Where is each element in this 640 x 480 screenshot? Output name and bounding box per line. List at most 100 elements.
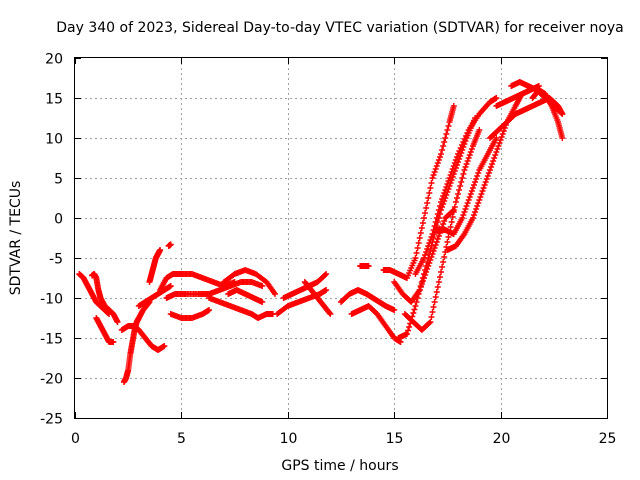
data-point bbox=[474, 203, 481, 209]
data-point bbox=[445, 234, 452, 240]
data-point bbox=[447, 224, 454, 230]
data-point bbox=[438, 199, 445, 205]
data-point bbox=[423, 205, 430, 211]
data-point bbox=[424, 259, 431, 265]
data-series bbox=[401, 127, 483, 333]
data-point bbox=[440, 193, 447, 199]
data-point bbox=[427, 319, 434, 325]
data-point bbox=[322, 272, 329, 278]
data-series bbox=[433, 135, 500, 237]
data-point bbox=[429, 175, 436, 181]
data-points bbox=[76, 79, 566, 385]
data-point bbox=[416, 287, 423, 293]
data-point bbox=[413, 299, 420, 305]
data-point bbox=[416, 235, 423, 241]
data-point bbox=[451, 204, 458, 210]
data-point bbox=[482, 179, 489, 185]
x-tick-label: 25 bbox=[599, 431, 617, 447]
data-point bbox=[427, 237, 434, 243]
data-point bbox=[460, 212, 467, 218]
y-tick-label: 10 bbox=[45, 132, 63, 148]
data-point bbox=[426, 320, 433, 326]
data-point bbox=[433, 163, 440, 169]
chart-title: Day 340 of 2023, Sidereal Day-to-day VTE… bbox=[56, 20, 624, 36]
data-point bbox=[444, 181, 451, 187]
data-point bbox=[461, 167, 468, 173]
data-point bbox=[419, 220, 426, 226]
data-point bbox=[491, 155, 498, 161]
data-series bbox=[357, 263, 372, 269]
data-point bbox=[110, 339, 117, 345]
axis-ticks bbox=[75, 58, 608, 419]
data-point bbox=[408, 317, 415, 323]
x-tick-label: 5 bbox=[177, 431, 186, 447]
data-series bbox=[165, 241, 174, 249]
data-point bbox=[474, 173, 481, 179]
data-point bbox=[428, 180, 435, 186]
y-tick-label: -20 bbox=[40, 372, 63, 388]
data-point bbox=[458, 179, 465, 185]
data-point bbox=[323, 287, 330, 293]
data-point bbox=[412, 255, 419, 261]
data-point bbox=[420, 255, 427, 261]
data-point bbox=[464, 200, 471, 206]
data-series bbox=[118, 323, 168, 353]
data-point bbox=[498, 134, 505, 140]
data-series bbox=[380, 103, 457, 281]
data-point bbox=[459, 215, 466, 221]
y-axis-title: SDTVAR / TECUs bbox=[8, 181, 24, 296]
data-point bbox=[471, 182, 477, 188]
data-point bbox=[460, 171, 467, 177]
data-point bbox=[492, 152, 499, 158]
data-point bbox=[423, 263, 430, 269]
y-tick-label: -10 bbox=[40, 292, 63, 308]
data-point bbox=[476, 197, 483, 203]
data-point bbox=[439, 147, 446, 153]
data-point bbox=[424, 200, 431, 206]
y-tick-label: 20 bbox=[45, 52, 63, 68]
data-point bbox=[449, 214, 456, 220]
data-point bbox=[479, 188, 486, 194]
data-series bbox=[93, 315, 117, 345]
data-point bbox=[429, 309, 436, 315]
data-point bbox=[442, 187, 449, 193]
data-point bbox=[462, 206, 469, 212]
data-point bbox=[447, 172, 454, 178]
data-series bbox=[206, 295, 276, 321]
data-point bbox=[425, 195, 432, 201]
data-point bbox=[430, 248, 437, 254]
data-point bbox=[453, 195, 460, 201]
data-point bbox=[485, 170, 492, 176]
data-point bbox=[429, 231, 436, 237]
data-point bbox=[483, 176, 490, 182]
data-point bbox=[462, 164, 469, 170]
data-point bbox=[414, 295, 421, 301]
data-point bbox=[403, 331, 410, 337]
data-point bbox=[435, 157, 442, 163]
data-point bbox=[440, 259, 447, 265]
data-point bbox=[431, 169, 438, 175]
data-point bbox=[468, 188, 475, 194]
data-point bbox=[438, 269, 445, 275]
data-point bbox=[450, 209, 457, 215]
data-point bbox=[425, 243, 432, 249]
data-point bbox=[559, 111, 566, 117]
data-point bbox=[463, 161, 470, 167]
data-point bbox=[439, 264, 446, 270]
data-point bbox=[417, 230, 424, 236]
data-point bbox=[495, 143, 502, 149]
data-point bbox=[494, 146, 501, 152]
data-point bbox=[468, 146, 475, 152]
data-point bbox=[480, 185, 487, 191]
data-series bbox=[167, 307, 213, 321]
data-point bbox=[326, 310, 333, 316]
data-point bbox=[440, 221, 447, 227]
data-point bbox=[466, 194, 473, 200]
data-point bbox=[433, 215, 440, 221]
data-point bbox=[471, 212, 477, 218]
data-point bbox=[469, 185, 476, 191]
data-point bbox=[422, 210, 429, 216]
data-point bbox=[448, 219, 455, 225]
data-point bbox=[440, 143, 447, 149]
data-point bbox=[493, 95, 500, 101]
